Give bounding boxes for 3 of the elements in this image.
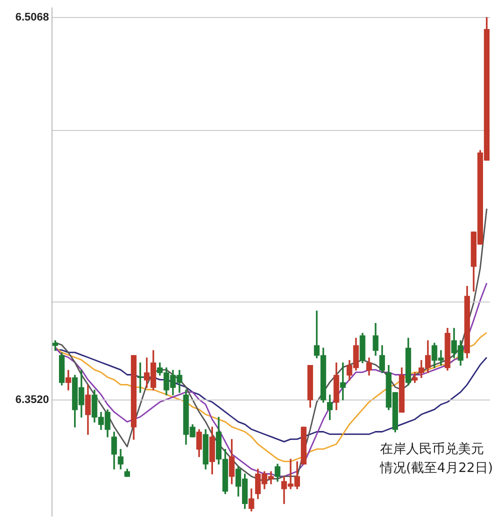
y-tick-label: 6.3520 [15, 394, 49, 406]
y-tick-label: 6.5068 [15, 12, 49, 24]
annotation: 在岸人民币兑美元情况(截至4月22日) [380, 441, 494, 478]
